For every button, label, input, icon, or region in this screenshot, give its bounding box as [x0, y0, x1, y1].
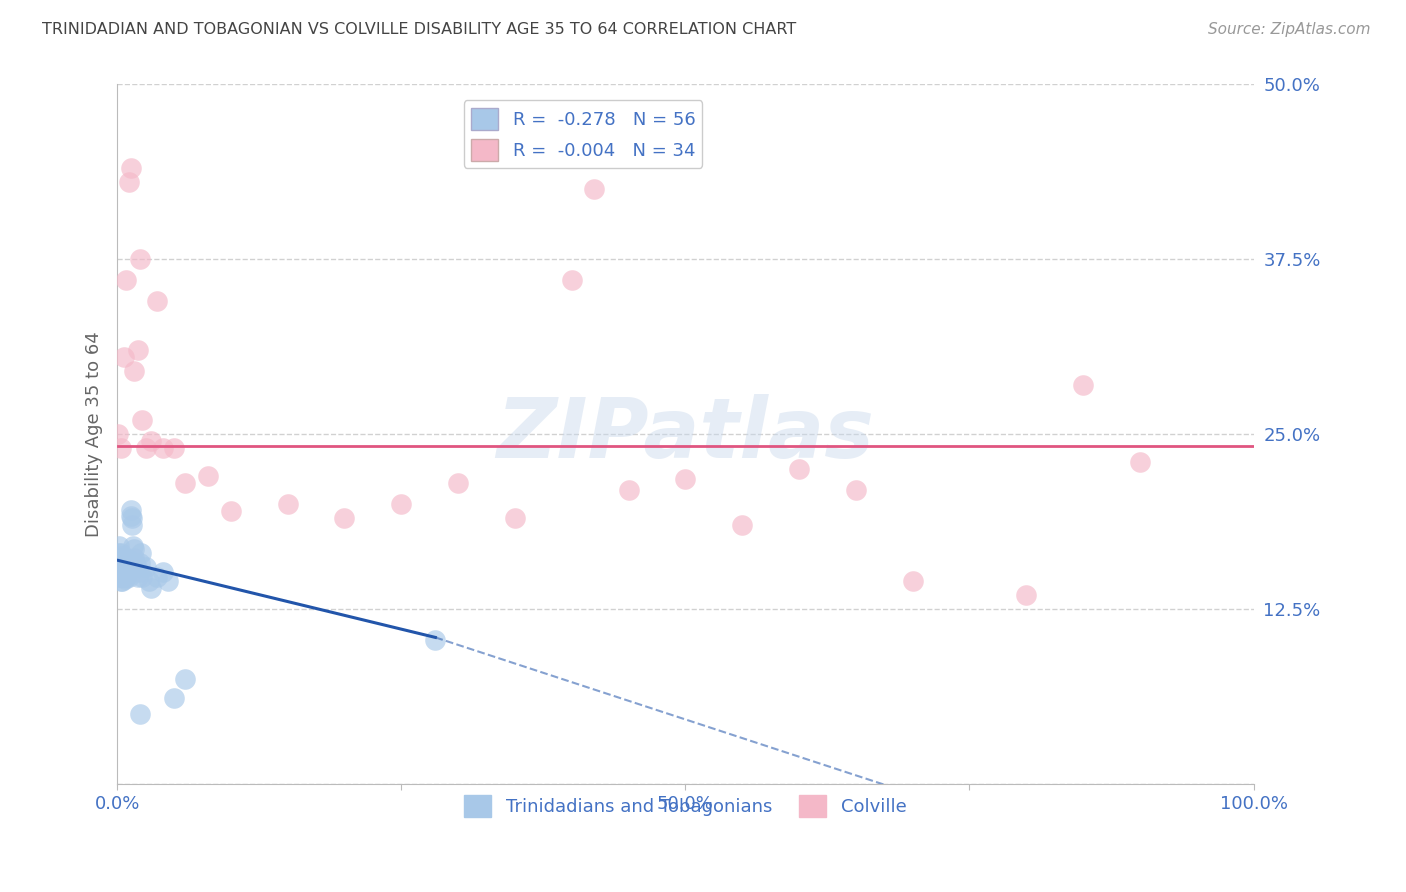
Point	[163, 690, 186, 705]
Point	[197, 469, 219, 483]
Point	[107, 427, 129, 442]
Point	[111, 560, 134, 574]
Point	[673, 472, 696, 486]
Point	[111, 567, 134, 582]
Point	[146, 570, 169, 584]
Point	[141, 582, 163, 596]
Point	[110, 442, 132, 456]
Point	[124, 556, 146, 570]
Text: TRINIDADIAN AND TOBAGONIAN VS COLVILLE DISABILITY AGE 35 TO 64 CORRELATION CHART: TRINIDADIAN AND TOBAGONIAN VS COLVILLE D…	[42, 22, 796, 37]
Point	[112, 563, 135, 577]
Point	[111, 549, 134, 564]
Point	[111, 558, 134, 572]
Point	[127, 570, 149, 584]
Point	[120, 508, 142, 523]
Point	[128, 565, 150, 579]
Point	[1071, 378, 1094, 392]
Point	[108, 540, 131, 554]
Point	[120, 161, 142, 176]
Point	[115, 560, 138, 574]
Legend: Trinidadians and Tobagonians, Colville: Trinidadians and Tobagonians, Colville	[457, 788, 914, 824]
Point	[114, 572, 136, 586]
Point	[146, 294, 169, 309]
Point	[129, 707, 152, 722]
Point	[135, 442, 157, 456]
Point	[108, 560, 131, 574]
Point	[107, 560, 129, 574]
Point	[157, 574, 180, 589]
Point	[111, 550, 134, 565]
Point	[901, 574, 924, 589]
Point	[110, 565, 132, 579]
Point	[120, 503, 142, 517]
Point	[117, 567, 139, 582]
Point	[389, 498, 412, 512]
Point	[503, 511, 526, 525]
Point	[122, 540, 145, 554]
Point	[110, 556, 132, 570]
Point	[141, 434, 163, 449]
Point	[122, 542, 145, 557]
Point	[114, 563, 136, 577]
Text: ZIPatlas: ZIPatlas	[496, 394, 875, 475]
Point	[110, 574, 132, 589]
Point	[617, 483, 640, 498]
Point	[163, 442, 186, 456]
Point	[425, 633, 447, 648]
Point	[277, 498, 299, 512]
Point	[112, 570, 135, 584]
Point	[117, 570, 139, 584]
Point	[118, 560, 141, 574]
Point	[108, 550, 131, 565]
Point	[129, 546, 152, 560]
Point	[111, 570, 134, 584]
Point	[117, 560, 139, 574]
Point	[115, 273, 138, 287]
Point	[219, 504, 242, 518]
Point	[1015, 589, 1038, 603]
Point	[127, 343, 149, 358]
Y-axis label: Disability Age 35 to 64: Disability Age 35 to 64	[86, 332, 103, 537]
Point	[117, 176, 139, 190]
Point	[111, 574, 134, 589]
Point	[129, 556, 152, 570]
Point	[845, 483, 868, 498]
Point	[174, 476, 197, 491]
Point	[112, 351, 135, 365]
Point	[121, 511, 143, 525]
Point	[1129, 455, 1152, 469]
Point	[152, 565, 174, 579]
Point	[174, 673, 197, 687]
Point	[131, 413, 153, 427]
Point	[108, 570, 131, 584]
Point	[122, 364, 145, 378]
Point	[129, 252, 152, 267]
Point	[117, 558, 139, 572]
Point	[114, 555, 136, 569]
Point	[107, 553, 129, 567]
Text: Source: ZipAtlas.com: Source: ZipAtlas.com	[1208, 22, 1371, 37]
Point	[131, 570, 153, 584]
Point	[112, 553, 135, 567]
Point	[447, 476, 470, 491]
Point	[138, 574, 160, 589]
Point	[118, 553, 141, 567]
Point	[122, 550, 145, 565]
Point	[125, 560, 148, 574]
Point	[115, 570, 138, 584]
Point	[121, 518, 143, 533]
Point	[731, 518, 754, 533]
Point	[110, 546, 132, 560]
Point	[583, 182, 606, 196]
Point	[152, 442, 174, 456]
Point	[787, 462, 810, 476]
Point	[135, 560, 157, 574]
Point	[333, 511, 356, 525]
Point	[107, 546, 129, 560]
Point	[561, 273, 583, 287]
